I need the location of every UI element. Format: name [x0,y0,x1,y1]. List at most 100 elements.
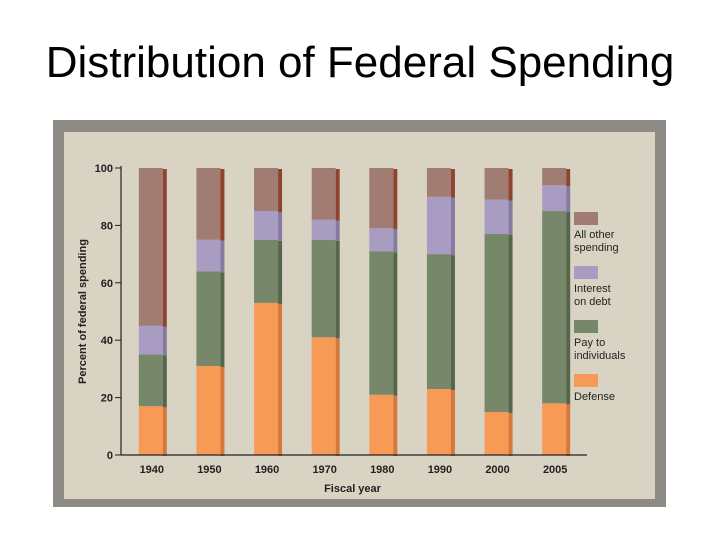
legend-label: All other spending [574,229,619,254]
bar-segment-side [278,212,283,241]
stacked-bar-chart: 0 20 40 60 80 100 Percent of federal spending 1… [64,132,655,499]
bar-segment-side [278,303,283,456]
bar-segment-side [220,169,225,241]
bar-segment [254,168,279,212]
bar-segment [196,168,221,240]
bar-segment [484,168,509,200]
bar-segment-side [335,338,340,456]
legend-label-line: All other [574,229,615,241]
bar-segment [196,366,221,455]
bar-segment [138,168,163,326]
bar-segment-side [566,169,571,187]
bar-segment-side [162,355,167,408]
bar-segment [484,234,509,412]
x-tick-label: 2000 [485,464,509,476]
bar-segment-side [508,412,513,456]
bar-segment [311,219,336,240]
legend-label-line: Pay to [574,337,605,349]
bar-segment-side [162,169,167,327]
y-tick-label: 40 [101,335,113,347]
y-tick-label: 100 [95,163,113,175]
bar-segment-side [393,229,398,253]
bar-segment [254,239,279,303]
bar-segment [542,211,567,404]
bar-segment-side [220,240,225,273]
bar-segment-side [220,272,225,368]
bar-segment-side [566,186,571,213]
bar-segment [426,196,451,255]
bar-segment [369,168,394,229]
bar-segment [426,168,451,197]
bar-segment [369,251,394,395]
bar-segment [254,302,279,455]
x-tick-label: 1980 [370,464,394,476]
bar-segment [369,228,394,252]
bar-segment [254,211,279,240]
bar-segment-side [220,367,225,456]
legend-label-line: Interest [574,283,611,295]
bar-segment-side [162,407,167,456]
bar-segment [426,254,451,389]
legend-swatch [574,266,598,279]
legend-swatch [574,320,598,333]
bar-segment [138,406,163,455]
bar-segment-side [335,240,340,339]
bar-segment-side [566,404,571,456]
x-tick-label: 2005 [543,464,567,476]
bar-segment-side [450,169,455,198]
legend-label-line: individuals [574,350,626,362]
bar-segment [196,271,221,367]
bar-segment [426,388,451,455]
legend-label-line: on debt [574,296,611,308]
bar-segment [311,239,336,338]
bar-segment-side [278,169,283,213]
bar-segment-side [566,212,571,405]
bar-segment-side [508,169,513,201]
bar-segment-side [393,169,398,230]
bar-segment [138,325,163,355]
slide-title: Distribution of Federal Spending [45,38,675,87]
x-axis-title: Fiscal year [324,483,382,495]
bar-segment [138,354,163,407]
y-tick-label: 20 [101,393,113,405]
y-axis-title: Percent of federal spending [77,239,89,384]
legend-label-line: Defense [574,391,615,403]
bar-segment-side [162,326,167,356]
bar-segment [369,394,394,455]
bar-segment-side [450,389,455,456]
legend-swatch [574,212,598,225]
x-tick-label: 1970 [312,464,336,476]
bar-segment-side [450,197,455,256]
x-tick-label: 1990 [428,464,452,476]
chart-frame: 0 20 40 60 80 100 Percent of federal spending 1… [53,120,666,507]
bar-segment [542,168,567,186]
bar-segment-side [450,255,455,390]
y-tick-label: 0 [107,450,113,462]
y-tick-label: 60 [101,278,113,290]
bar-segment-side [335,220,340,241]
axes: 0 20 40 60 80 100 Percent of federal spending 1… [77,163,587,495]
legend-label: Pay to individuals [574,337,626,362]
legend-swatch [574,374,598,387]
bar-segment [311,168,336,220]
bar-segment [542,403,567,455]
x-tick-label: 1960 [255,464,279,476]
bar-segment [484,411,509,455]
bar-segment-side [508,200,513,236]
plot-area [138,168,571,456]
bar-segment-side [508,235,513,413]
x-tick-label: 1940 [140,464,164,476]
legend-label: Interest on debt [574,283,611,308]
bar-segment [542,185,567,212]
bar-segment-side [278,240,283,304]
bar-segment [311,337,336,455]
bar-segment-side [393,395,398,456]
bar-segment [196,239,221,272]
bar-segment [484,199,509,235]
bar-segment-side [393,252,398,396]
legend-label-line: spending [574,242,619,254]
legend: All other spending Interest on debt Pay to in… [574,212,626,403]
y-tick-label: 80 [101,220,113,232]
bar-segment-side [335,169,340,221]
x-tick-label: 1950 [197,464,221,476]
